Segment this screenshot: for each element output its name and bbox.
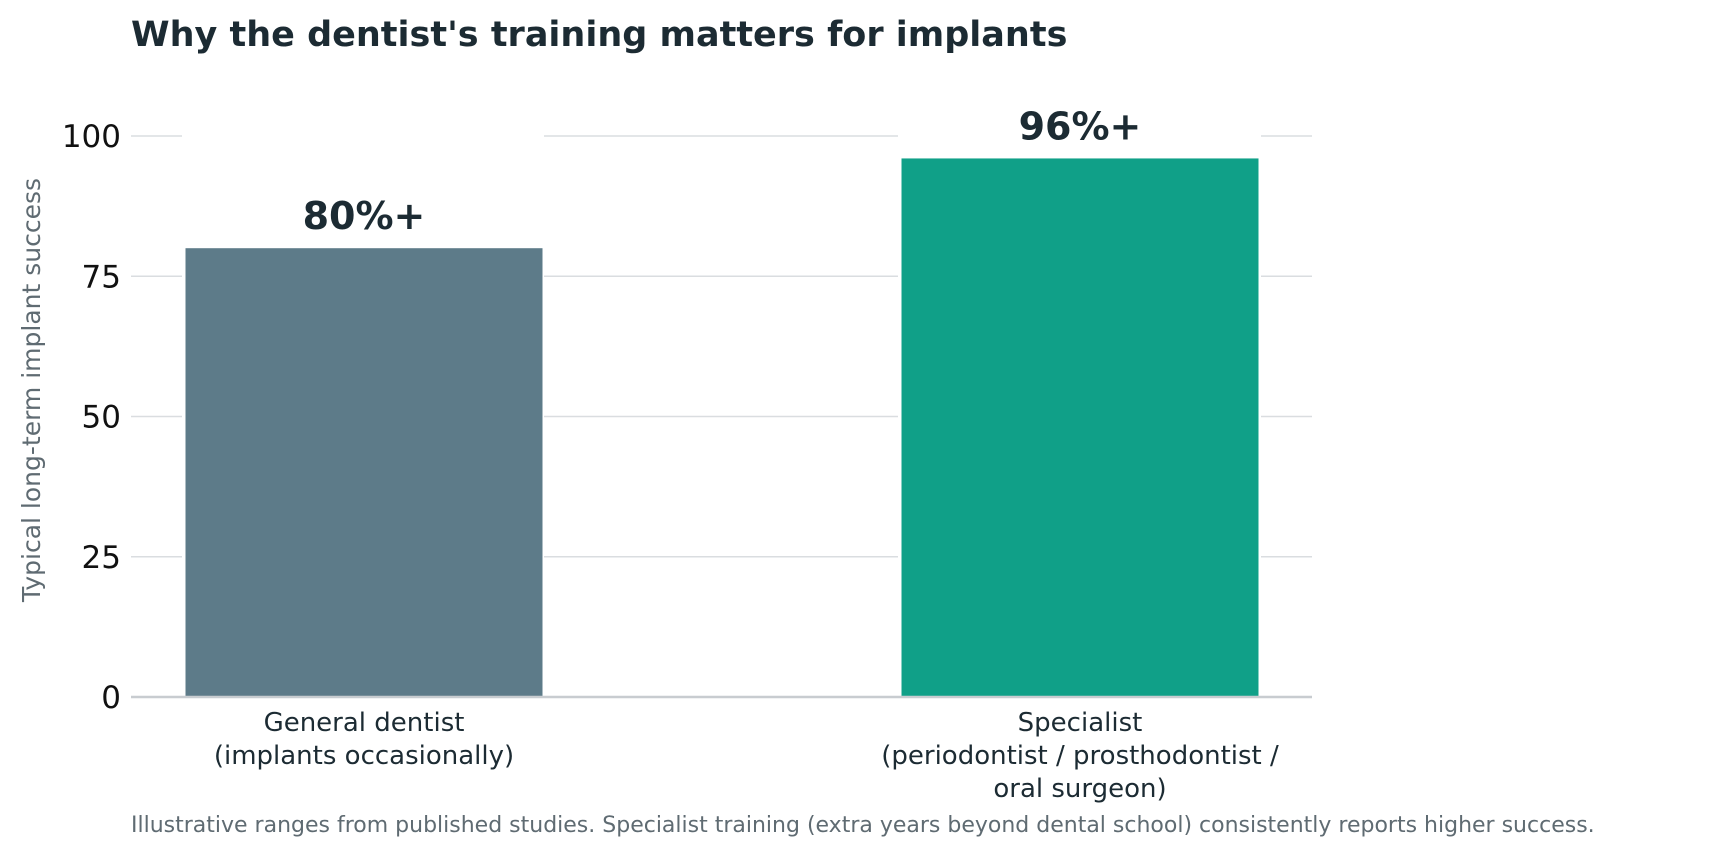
bar-value-label: 96%+	[1019, 104, 1142, 148]
x-tick-label-line: (implants occasionally)	[214, 741, 514, 771]
bar-value-label: 80%+	[303, 194, 426, 238]
x-tick-label-line: General dentist	[264, 708, 465, 738]
y-tick-label: 25	[82, 540, 121, 576]
gridlines	[131, 135, 1312, 558]
y-axis-label: Typical long-term implant success	[17, 178, 46, 603]
y-axis-ticks: 0 25 50 75 100	[62, 119, 121, 716]
x-tick-label: Specialist (periodontist / prosthodontist…	[881, 708, 1279, 804]
y-tick-label: 75	[82, 259, 121, 295]
bars	[185, 158, 1259, 697]
x-axis-ticks: General dentist (implants occasionally) Sp…	[214, 708, 1279, 804]
y-tick-label: 100	[62, 119, 121, 155]
footnote: Illustrative ranges from published studi…	[131, 813, 1595, 838]
x-tick-label-line: Specialist	[1018, 708, 1143, 738]
data-labels: 80%+ 96%+	[303, 104, 1142, 238]
x-tick-label-line: oral surgeon)	[993, 774, 1166, 804]
bar	[185, 248, 543, 697]
y-tick-label: 50	[82, 400, 121, 436]
bar	[901, 158, 1259, 697]
x-tick-label-line: (periodontist / prosthodontist /	[881, 741, 1279, 771]
chart-title: Why the dentist's training matters for i…	[131, 15, 1067, 55]
x-tick-label: General dentist (implants occasionally)	[214, 708, 514, 771]
y-tick-label: 0	[101, 680, 121, 716]
